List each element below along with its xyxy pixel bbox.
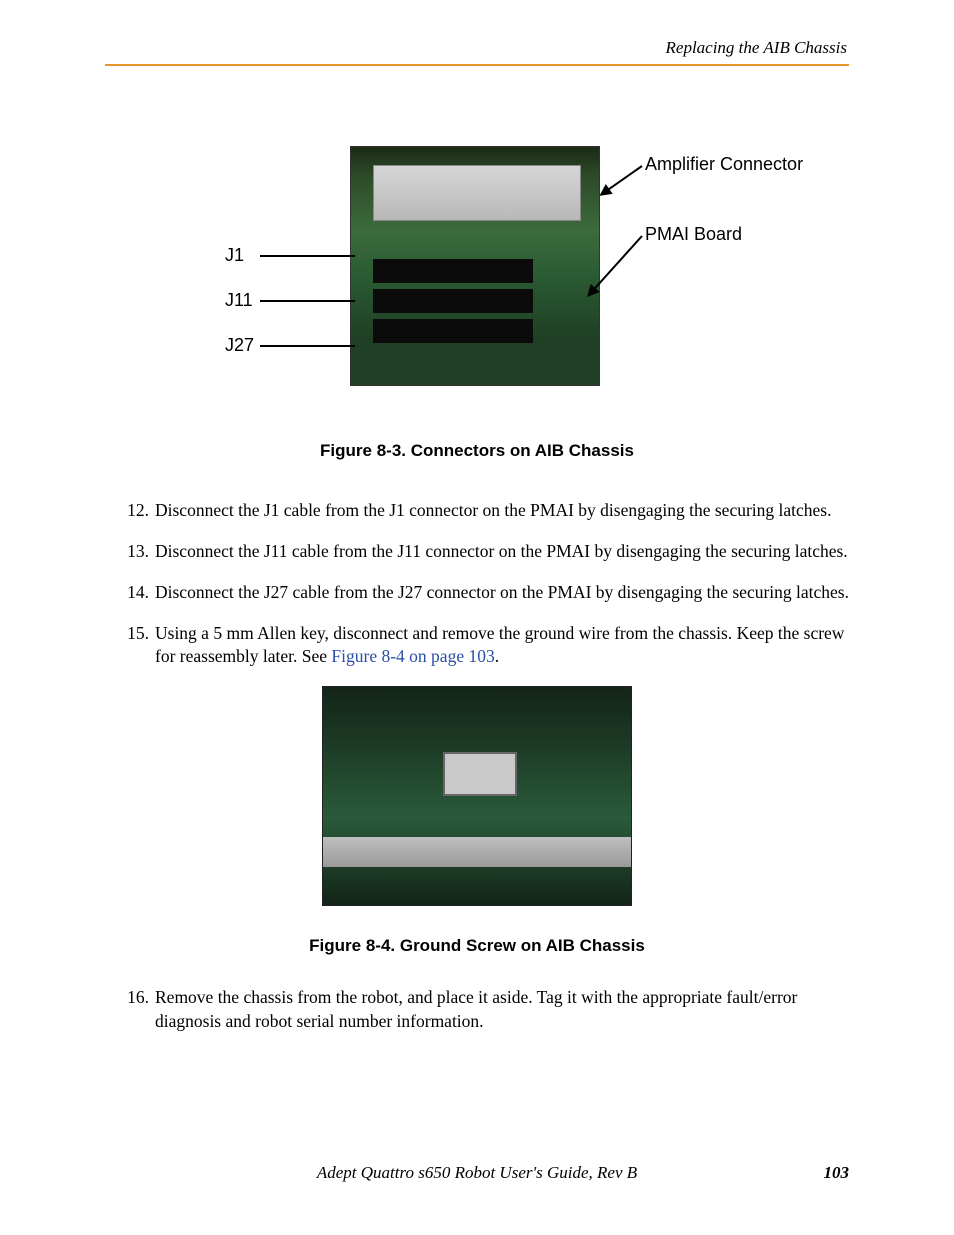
cross-reference-link[interactable]: Figure 8-4 on page 103 bbox=[331, 646, 494, 666]
step-12: 12.Disconnect the J1 cable from the J1 c… bbox=[127, 499, 849, 522]
step-number: 14. bbox=[123, 581, 149, 604]
label-j11: J11 bbox=[225, 290, 253, 311]
step-text: Disconnect the J27 cable from the J27 co… bbox=[155, 582, 849, 602]
footer-page-number: 103 bbox=[824, 1163, 850, 1183]
leader-line bbox=[260, 300, 355, 302]
step-14: 14.Disconnect the J27 cable from the J27… bbox=[127, 581, 849, 604]
figure-8-3: J1 J11 J27 Amplifier Connector PMAI Boar… bbox=[105, 146, 849, 431]
label-amplifier-connector: Amplifier Connector bbox=[645, 154, 803, 175]
leader-line bbox=[260, 255, 355, 257]
step-number: 12. bbox=[123, 499, 149, 522]
step-15: 15.Using a 5 mm Allen key, disconnect an… bbox=[127, 622, 849, 668]
header-rule bbox=[105, 64, 849, 66]
step-text-post: . bbox=[495, 646, 499, 666]
figure-8-3-caption: Figure 8-3. Connectors on AIB Chassis bbox=[105, 441, 849, 461]
footer-title: Adept Quattro s650 Robot User's Guide, R… bbox=[105, 1163, 849, 1183]
step-number: 15. bbox=[123, 622, 149, 645]
aib-chassis-photo bbox=[350, 146, 600, 386]
step-text-pre: Using a 5 mm Allen key, disconnect and r… bbox=[155, 623, 844, 666]
document-page: Replacing the AIB Chassis J1 J11 J27 Amp… bbox=[0, 0, 954, 1235]
step-text: Remove the chassis from the robot, and p… bbox=[155, 987, 797, 1030]
step-13: 13.Disconnect the J11 cable from the J11… bbox=[127, 540, 849, 563]
step-text: Disconnect the J11 cable from the J11 co… bbox=[155, 541, 848, 561]
figure-8-4 bbox=[105, 686, 849, 906]
leader-arrow bbox=[600, 165, 642, 195]
ground-screw-photo bbox=[322, 686, 632, 906]
procedure-steps-a: 12. Disconnect the J1 cable from the J1 c… bbox=[105, 499, 849, 668]
step-number: 13. bbox=[123, 540, 149, 563]
label-pmai-board: PMAI Board bbox=[645, 224, 742, 245]
running-head: Replacing the AIB Chassis bbox=[105, 38, 849, 58]
procedure-steps-b: 16. Remove the chassis from the robot, an… bbox=[105, 986, 849, 1032]
page-footer: Adept Quattro s650 Robot User's Guide, R… bbox=[0, 1163, 954, 1183]
figure-8-4-caption: Figure 8-4. Ground Screw on AIB Chassis bbox=[105, 936, 849, 956]
label-j1: J1 bbox=[225, 245, 244, 266]
leader-line bbox=[260, 345, 355, 347]
step-text: Disconnect the J1 cable from the J1 conn… bbox=[155, 500, 831, 520]
label-j27: J27 bbox=[225, 335, 254, 356]
step-number: 16. bbox=[123, 986, 149, 1009]
step-16: 16.Remove the chassis from the robot, an… bbox=[127, 986, 849, 1032]
